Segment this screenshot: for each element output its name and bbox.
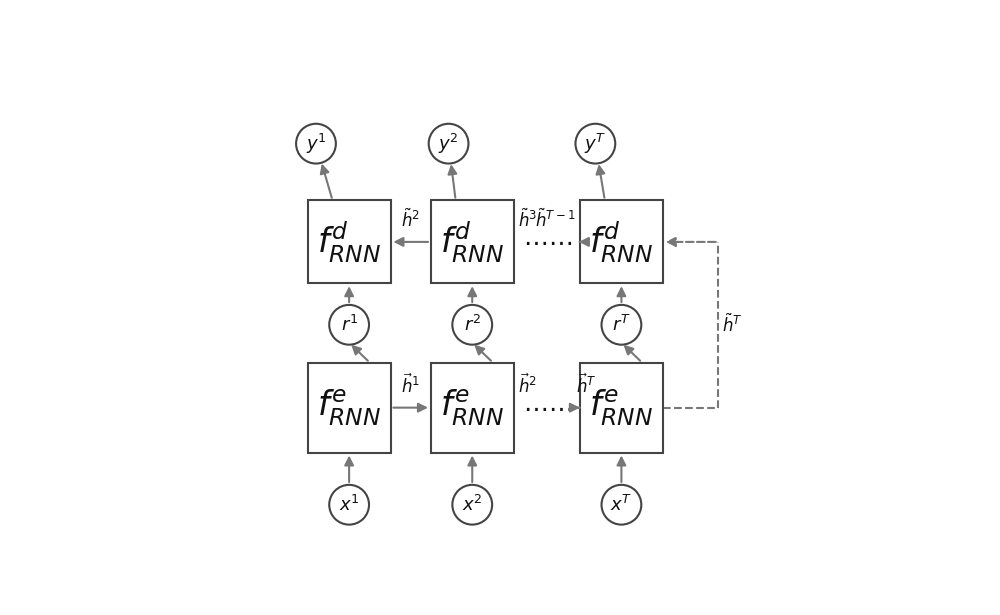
Circle shape — [602, 485, 641, 525]
Circle shape — [296, 124, 336, 164]
FancyBboxPatch shape — [308, 363, 391, 453]
FancyBboxPatch shape — [431, 200, 514, 284]
Circle shape — [429, 124, 468, 164]
Text: $f^e_{RNN}$: $f^e_{RNN}$ — [440, 387, 504, 427]
Text: $\vec{h}^T$: $\vec{h}^T$ — [576, 374, 597, 397]
Text: $\tilde{h}^3$: $\tilde{h}^3$ — [518, 209, 538, 231]
Text: $x^{1}$: $x^{1}$ — [339, 494, 360, 515]
Text: $y^{2}$: $y^{2}$ — [438, 132, 459, 156]
FancyBboxPatch shape — [431, 363, 514, 453]
Text: $f^e_{RNN}$: $f^e_{RNN}$ — [589, 387, 654, 427]
Circle shape — [452, 485, 492, 525]
Circle shape — [329, 305, 369, 344]
Text: $\cdots\cdots$: $\cdots\cdots$ — [523, 395, 573, 419]
FancyBboxPatch shape — [308, 200, 391, 284]
Text: $x^{2}$: $x^{2}$ — [462, 494, 483, 515]
FancyBboxPatch shape — [580, 363, 663, 453]
Text: $f^d_{RNN}$: $f^d_{RNN}$ — [440, 220, 504, 264]
Text: $\cdots\cdots$: $\cdots\cdots$ — [523, 230, 573, 254]
FancyBboxPatch shape — [580, 200, 663, 284]
Text: $y^{1}$: $y^{1}$ — [306, 132, 326, 156]
Text: $y^{T}$: $y^{T}$ — [584, 132, 607, 156]
Text: $r^{2}$: $r^{2}$ — [464, 315, 481, 335]
Text: $x^{T}$: $x^{T}$ — [610, 494, 633, 515]
Text: $\vec{h}^2$: $\vec{h}^2$ — [518, 374, 537, 397]
Circle shape — [575, 124, 615, 164]
Text: $\tilde{h}^T$: $\tilde{h}^T$ — [722, 314, 743, 336]
Text: $\tilde{h}^2$: $\tilde{h}^2$ — [401, 209, 420, 231]
Text: $r^{1}$: $r^{1}$ — [341, 315, 358, 335]
Text: $f^d_{RNN}$: $f^d_{RNN}$ — [317, 220, 381, 264]
Text: $\tilde{h}^{T-1}$: $\tilde{h}^{T-1}$ — [535, 209, 575, 231]
Text: $f^e_{RNN}$: $f^e_{RNN}$ — [317, 387, 381, 427]
Circle shape — [329, 485, 369, 525]
Text: $r^{T}$: $r^{T}$ — [612, 315, 631, 335]
Circle shape — [602, 305, 641, 344]
Text: $\vec{h}^1$: $\vec{h}^1$ — [401, 374, 420, 397]
Text: $f^d_{RNN}$: $f^d_{RNN}$ — [589, 220, 654, 264]
Circle shape — [452, 305, 492, 344]
